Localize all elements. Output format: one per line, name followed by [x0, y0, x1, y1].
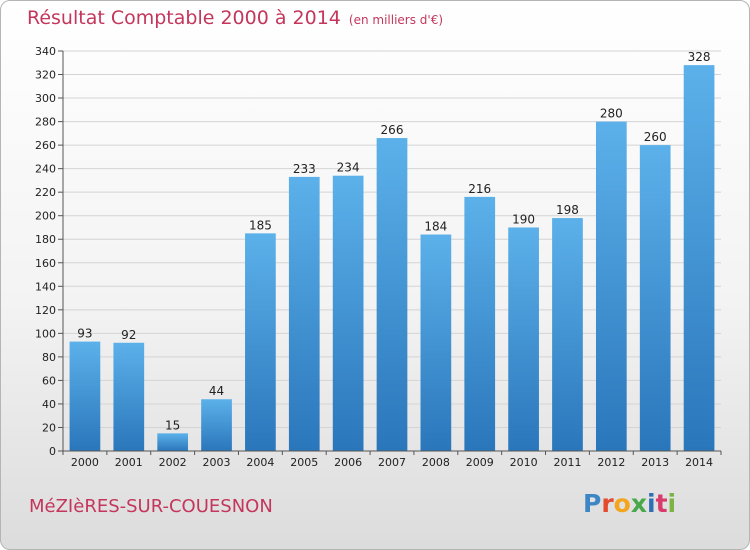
- bar: [639, 145, 671, 451]
- y-tick-label: 60: [42, 374, 56, 387]
- y-tick-label: 20: [42, 421, 56, 434]
- x-tick-label: 2009: [466, 456, 494, 469]
- y-tick-label: 320: [35, 69, 56, 82]
- y-tick-label: 300: [35, 92, 56, 105]
- y-tick-label: 100: [35, 327, 56, 340]
- y-tick-label: 180: [35, 233, 56, 246]
- bar: [376, 138, 408, 451]
- logo-letter: i: [647, 489, 656, 518]
- x-tick-label: 2004: [246, 456, 274, 469]
- y-tick-label: 200: [35, 210, 56, 223]
- x-tick-label: 2008: [422, 456, 450, 469]
- data-label: 184: [424, 220, 447, 234]
- bar: [332, 175, 364, 452]
- chart-title-text: Résultat Comptable 2000 à 2014: [27, 7, 341, 29]
- x-tick-label: 2011: [553, 456, 581, 469]
- data-label: 280: [600, 107, 623, 121]
- data-label: 233: [293, 162, 316, 176]
- x-tick-label: 2000: [71, 456, 99, 469]
- y-tick-label: 120: [35, 304, 56, 317]
- bar: [157, 433, 189, 451]
- data-label: 15: [165, 418, 180, 432]
- y-tick-label: 220: [35, 186, 56, 199]
- data-label: 198: [556, 203, 579, 217]
- bar: [245, 233, 276, 451]
- y-tick-label: 80: [42, 351, 56, 364]
- data-label: 328: [688, 50, 711, 64]
- logo-letter: P: [583, 489, 602, 518]
- chart-unit: (en milliers d'€): [348, 13, 444, 27]
- x-tick-label: 2007: [378, 456, 406, 469]
- x-tick-label: 2012: [597, 456, 625, 469]
- data-label: 266: [381, 123, 404, 137]
- chart-title: Résultat Comptable 2000 à 2014 (en millie…: [27, 7, 443, 29]
- logo-letter: i: [667, 489, 677, 518]
- y-tick-label: 160: [35, 257, 56, 270]
- y-tick-label: 280: [35, 116, 56, 129]
- bar: [683, 65, 715, 451]
- bar: [595, 121, 627, 452]
- x-tick-label: 2002: [159, 456, 187, 469]
- data-label: 234: [337, 161, 360, 175]
- bar: [113, 342, 145, 451]
- data-label: 216: [468, 182, 491, 196]
- x-tick-label: 2013: [641, 456, 669, 469]
- bar: [464, 196, 496, 451]
- x-tick-label: 2005: [290, 456, 318, 469]
- y-tick-label: 340: [35, 45, 56, 58]
- data-label: 190: [512, 212, 535, 226]
- x-tick-label: 2001: [115, 456, 143, 469]
- bar-layer: 93 92 15 44 185 233 234 266 184 216 190 198 280 260 32…: [69, 50, 715, 452]
- y-tick-label: 0: [49, 445, 56, 458]
- bar: [508, 227, 539, 451]
- bar: [69, 341, 101, 451]
- bar: [420, 234, 452, 451]
- bar: [288, 176, 320, 451]
- y-tick-label: 40: [42, 398, 56, 411]
- x-tick-label: 2006: [334, 456, 362, 469]
- logo-letter: t: [655, 489, 668, 518]
- data-label: 44: [209, 384, 224, 398]
- axis-layer: 0 20 40 60 80 100 120 140 160 180 200 220 240 260 280 3…: [35, 45, 722, 469]
- proxiti-logo: Proxiti: [583, 489, 676, 518]
- data-label: 92: [121, 328, 136, 342]
- bar: [201, 399, 232, 451]
- logo-letter: x: [630, 489, 647, 518]
- x-tick-label: 2003: [203, 456, 231, 469]
- y-tick-label: 240: [35, 163, 56, 176]
- data-label: 93: [77, 327, 92, 341]
- y-tick-label: 140: [35, 280, 56, 293]
- data-label: 260: [644, 130, 667, 144]
- x-tick-label: 2014: [685, 456, 713, 469]
- logo-letter: r: [601, 489, 614, 518]
- bar: [552, 218, 583, 451]
- logo-letter: o: [613, 489, 631, 518]
- y-tick-label: 260: [35, 139, 56, 152]
- x-tick-label: 2010: [510, 456, 538, 469]
- town-name: MéZIèRES-SUR-COUESNON: [29, 496, 273, 517]
- data-label: 185: [249, 218, 272, 232]
